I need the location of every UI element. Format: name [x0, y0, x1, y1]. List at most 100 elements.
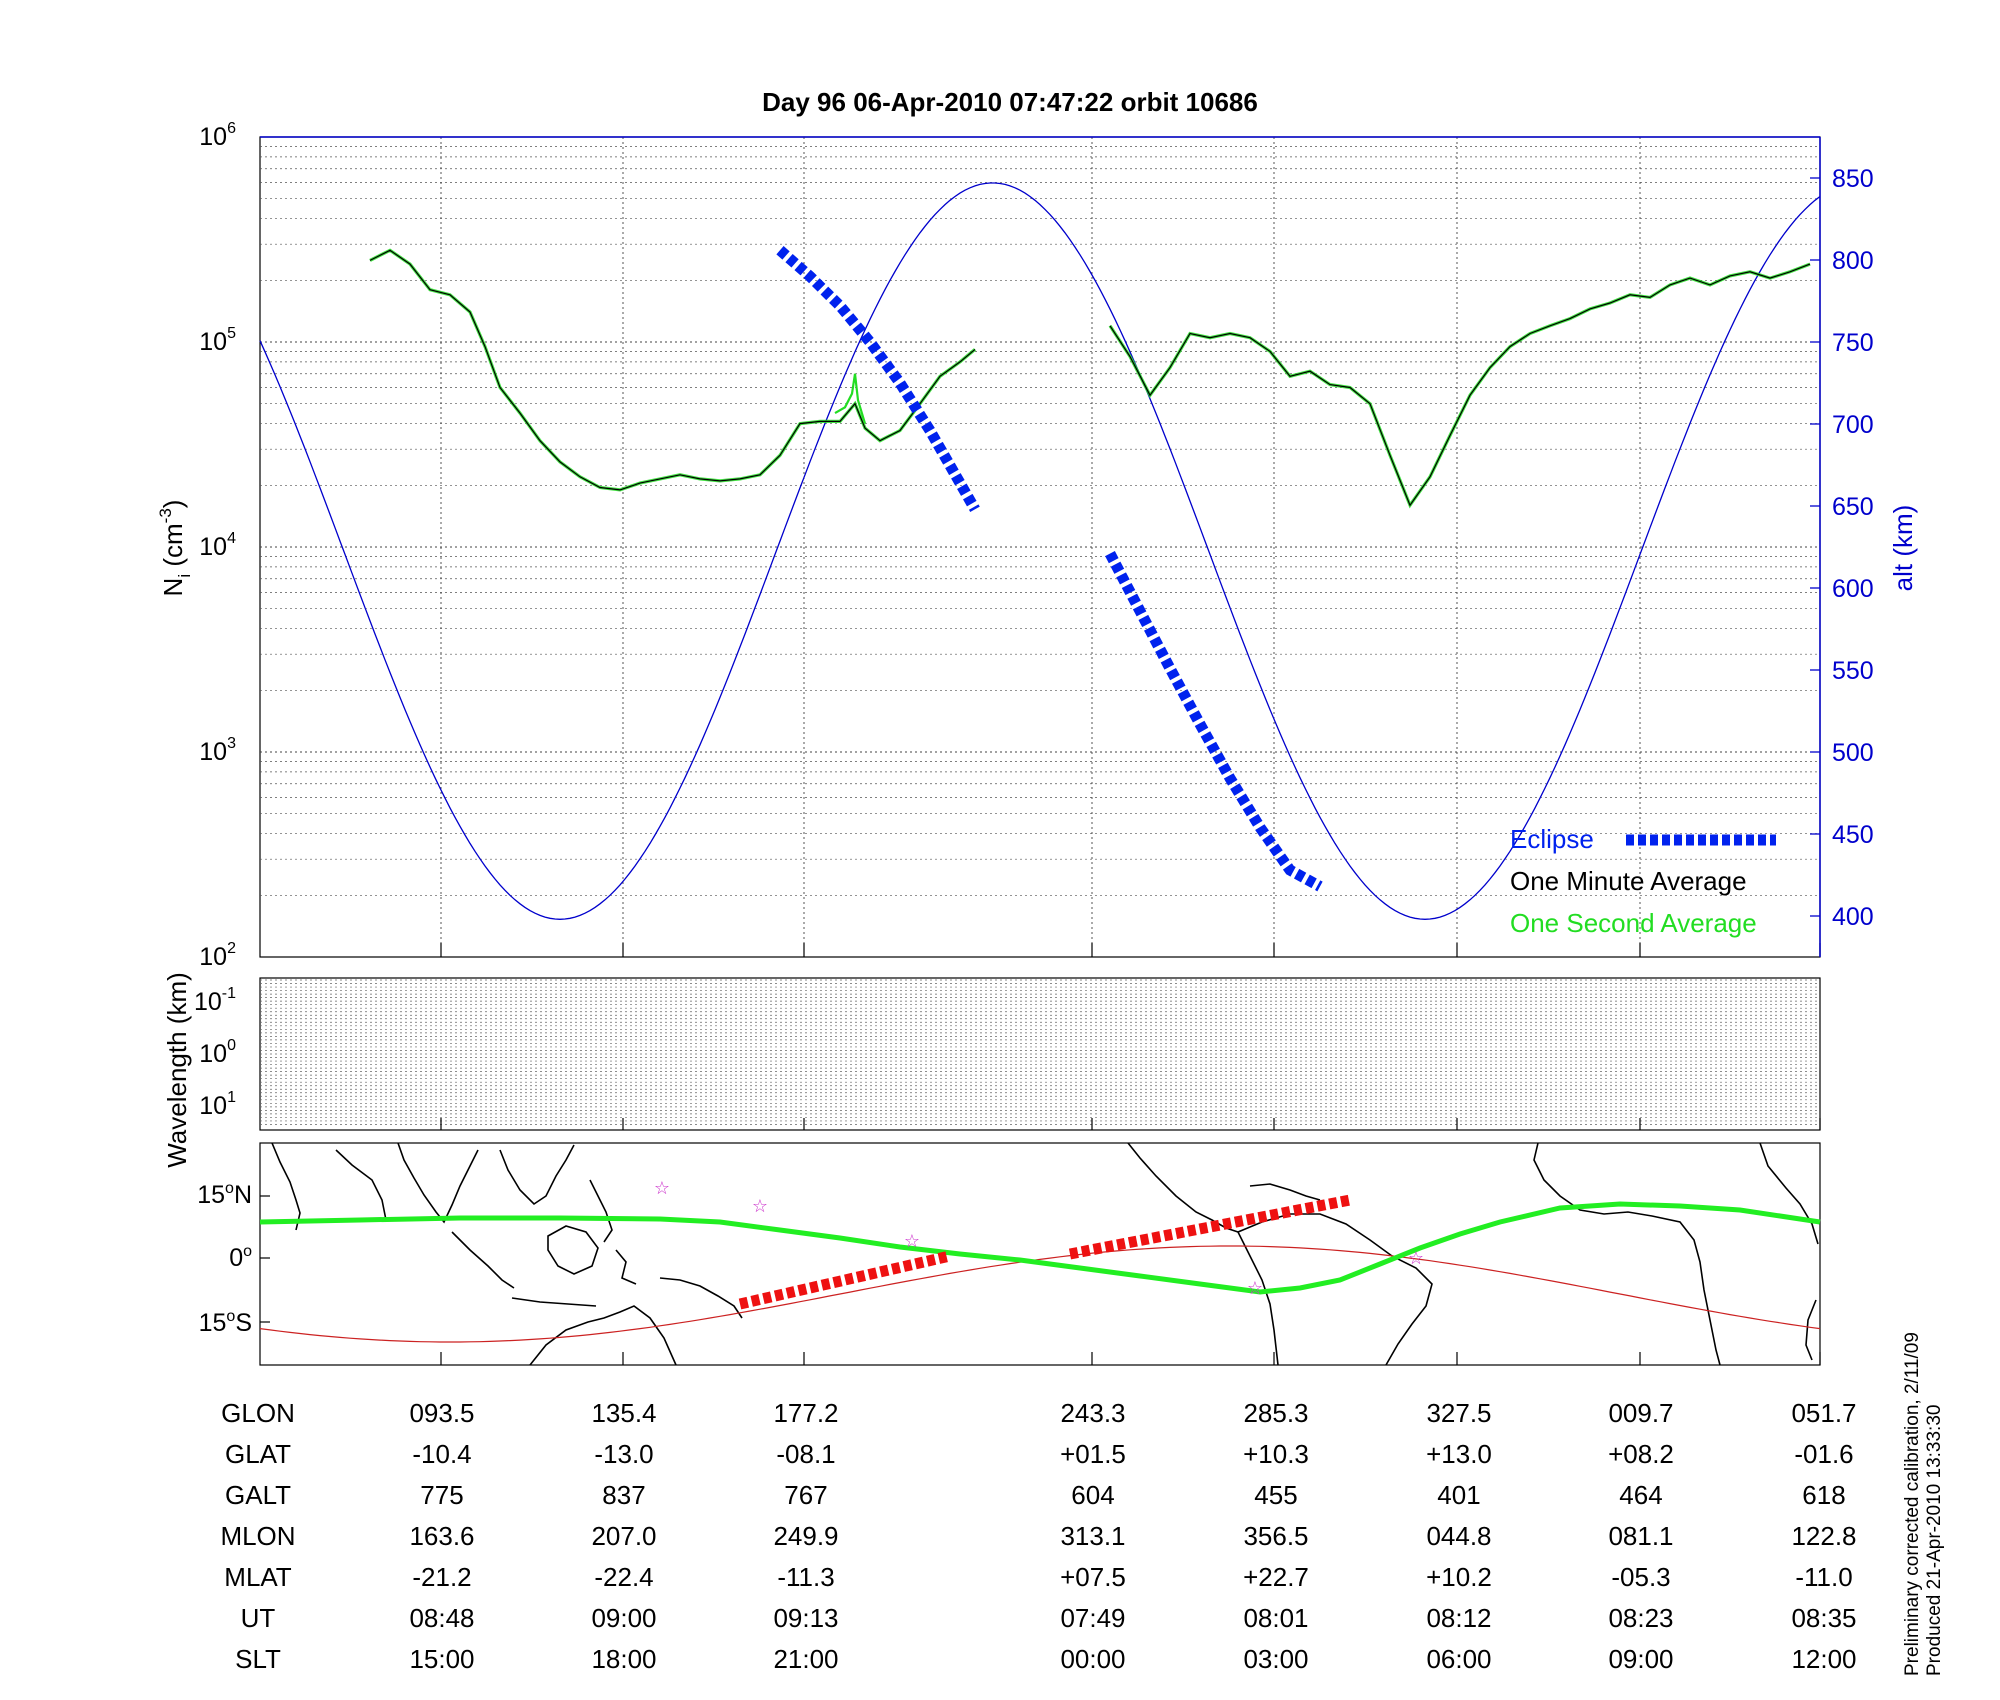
map-y-tick-0: 0o — [229, 1243, 252, 1272]
table-cell: 15:00 — [409, 1644, 474, 1674]
map-plot-area — [259, 1142, 1821, 1366]
side-note: Preliminary corrected calibration, 2/11/… — [1902, 1332, 1945, 1676]
svg-text:106: 106 — [199, 120, 236, 151]
table-cell: 08:12 — [1426, 1603, 1491, 1633]
table-cell: 767 — [784, 1480, 827, 1510]
one-minute-average-line — [1109, 263, 1811, 507]
table-cell: 009.7 — [1608, 1398, 1673, 1428]
alt-tick-450: 450 — [1832, 821, 1874, 849]
density-y-label: Ni (cm-3) — [156, 500, 194, 597]
coast-caribbean — [1249, 1183, 1321, 1201]
table-cell: 09:13 — [773, 1603, 838, 1633]
legend-eclipse-label: Eclipse — [1510, 824, 1594, 854]
wavelength-y-tick-1e-1: 10-1 — [194, 985, 236, 1016]
table-cell: 207.0 — [591, 1521, 656, 1551]
table-cell: +10.2 — [1426, 1562, 1492, 1592]
altitude-line — [259, 182, 1821, 920]
coast-africa-west — [271, 1142, 301, 1231]
star-marker-icon: ☆ — [654, 1178, 670, 1199]
coast-indochina — [499, 1144, 575, 1206]
eclipse-segment — [1105, 551, 1323, 892]
alt-tick-800: 800 — [1832, 247, 1874, 275]
table-cell: 081.1 — [1608, 1521, 1673, 1551]
one-minute-average-line — [369, 249, 976, 491]
magnetic-equator-line — [259, 1245, 1821, 1343]
density-y-tick-1e5: 105 — [199, 325, 236, 356]
coast-borneo — [547, 1225, 599, 1275]
table-cell: 618 — [1802, 1480, 1845, 1510]
legend-one-second-label: One Second Average — [1510, 908, 1757, 938]
table-row-mlon: MLON 163.6 207.0 249.9 313.1 356.5 044.8… — [220, 1521, 1856, 1551]
alt-tick-650: 650 — [1832, 493, 1874, 521]
table-cell: 122.8 — [1791, 1521, 1856, 1551]
row-label-mlon: MLON — [220, 1521, 295, 1551]
table-cell: +01.5 — [1060, 1439, 1126, 1469]
coast-new-guinea — [659, 1277, 743, 1319]
table-cell: 07:49 — [1060, 1603, 1125, 1633]
row-label-galt: GALT — [225, 1480, 291, 1510]
svg-text:15oN: 15oN — [197, 1180, 252, 1209]
table-cell: -11.0 — [1795, 1562, 1852, 1592]
table-cell: 09:00 — [1608, 1644, 1673, 1674]
table-cell: +22.7 — [1243, 1562, 1309, 1592]
table-cell: 464 — [1619, 1480, 1662, 1510]
density-y-tick-1e3: 103 — [199, 735, 236, 766]
table-cell: 775 — [420, 1480, 463, 1510]
alt-tick-850: 850 — [1832, 165, 1874, 193]
table-cell: -13.0 — [594, 1439, 653, 1469]
table-cell: 837 — [602, 1480, 645, 1510]
density-y-tick-1e4: 104 — [199, 530, 236, 561]
wavelength-y-tick-1e0: 100 — [199, 1037, 236, 1068]
star-marker-icon: ☆ — [1247, 1278, 1263, 1299]
wavelength-panel: 10-1 100 101 Wavelength (km) — [162, 972, 1821, 1168]
table-row-ut: UT 08:48 09:00 09:13 07:49 08:01 08:12 0… — [241, 1603, 1857, 1633]
table-cell: 08:48 — [409, 1603, 474, 1633]
svg-text:104: 104 — [199, 530, 236, 561]
table-cell: 08:35 — [1791, 1603, 1856, 1633]
table-cell: 163.6 — [409, 1521, 474, 1551]
alt-tick-700: 700 — [1832, 411, 1874, 439]
density-grid — [260, 137, 1820, 957]
table-cell: +13.0 — [1426, 1439, 1492, 1469]
side-note-calibration: Preliminary corrected calibration, 2/11/… — [1902, 1332, 1923, 1676]
side-note-produced: Produced 21-Apr-2010 13:33:30 — [1924, 1405, 1945, 1676]
alt-tick-500: 500 — [1832, 739, 1874, 767]
table-cell: 051.7 — [1791, 1398, 1856, 1428]
one-second-average-spike — [834, 373, 867, 424]
row-label-mlat: MLAT — [224, 1562, 292, 1592]
altitude-axis-line — [260, 136, 1821, 957]
wavelength-y-tick-1e1: 101 — [199, 1089, 236, 1120]
table-cell: 243.3 — [1060, 1398, 1125, 1428]
legend-one-minute-label: One Minute Average — [1510, 866, 1747, 896]
table-cell: 12:00 — [1791, 1644, 1856, 1674]
coast-sumatra — [451, 1231, 515, 1289]
star-marker-icon: ☆ — [1408, 1248, 1424, 1269]
row-label-ut: UT — [241, 1603, 276, 1633]
alt-tick-400: 400 — [1832, 903, 1874, 931]
table-cell: -01.6 — [1794, 1439, 1853, 1469]
svg-text:103: 103 — [199, 735, 236, 766]
table-row-glon: GLON 093.5 135.4 177.2 243.3 285.3 327.5… — [221, 1398, 1856, 1428]
wavelength-y-label: Wavelength (km) — [162, 972, 192, 1168]
altitude-ticks: 850 800 750 700 650 600 550 500 450 400 — [1832, 165, 1874, 931]
coast-africa-east — [1759, 1142, 1819, 1245]
density-y-tick-1e6: 106 — [199, 120, 236, 151]
table-cell: 21:00 — [773, 1644, 838, 1674]
table-cell: +07.5 — [1060, 1562, 1126, 1592]
svg-text:15oS: 15oS — [199, 1308, 252, 1337]
table-cell: -11.3 — [777, 1562, 834, 1592]
alt-tick-550: 550 — [1832, 657, 1874, 685]
table-cell: 327.5 — [1426, 1398, 1491, 1428]
coast-arabia — [335, 1149, 387, 1221]
table-row-slt: SLT 15:00 18:00 21:00 00:00 03:00 06:00 … — [235, 1644, 1856, 1674]
star-marker-icon: ☆ — [904, 1231, 920, 1252]
table-cell: 093.5 — [409, 1398, 474, 1428]
map-series: ☆ ☆ ☆ ☆ ☆ — [259, 1178, 1821, 1343]
table-row-mlat: MLAT -21.2 -22.4 -11.3 +07.5 +22.7 +10.2… — [224, 1562, 1852, 1592]
table-cell: 09:00 — [591, 1603, 656, 1633]
coast-java — [511, 1297, 597, 1307]
svg-text:105: 105 — [199, 325, 236, 356]
coast-sulawesi — [615, 1249, 637, 1285]
table-cell: 356.5 — [1243, 1521, 1308, 1551]
row-label-glon: GLON — [221, 1398, 295, 1428]
